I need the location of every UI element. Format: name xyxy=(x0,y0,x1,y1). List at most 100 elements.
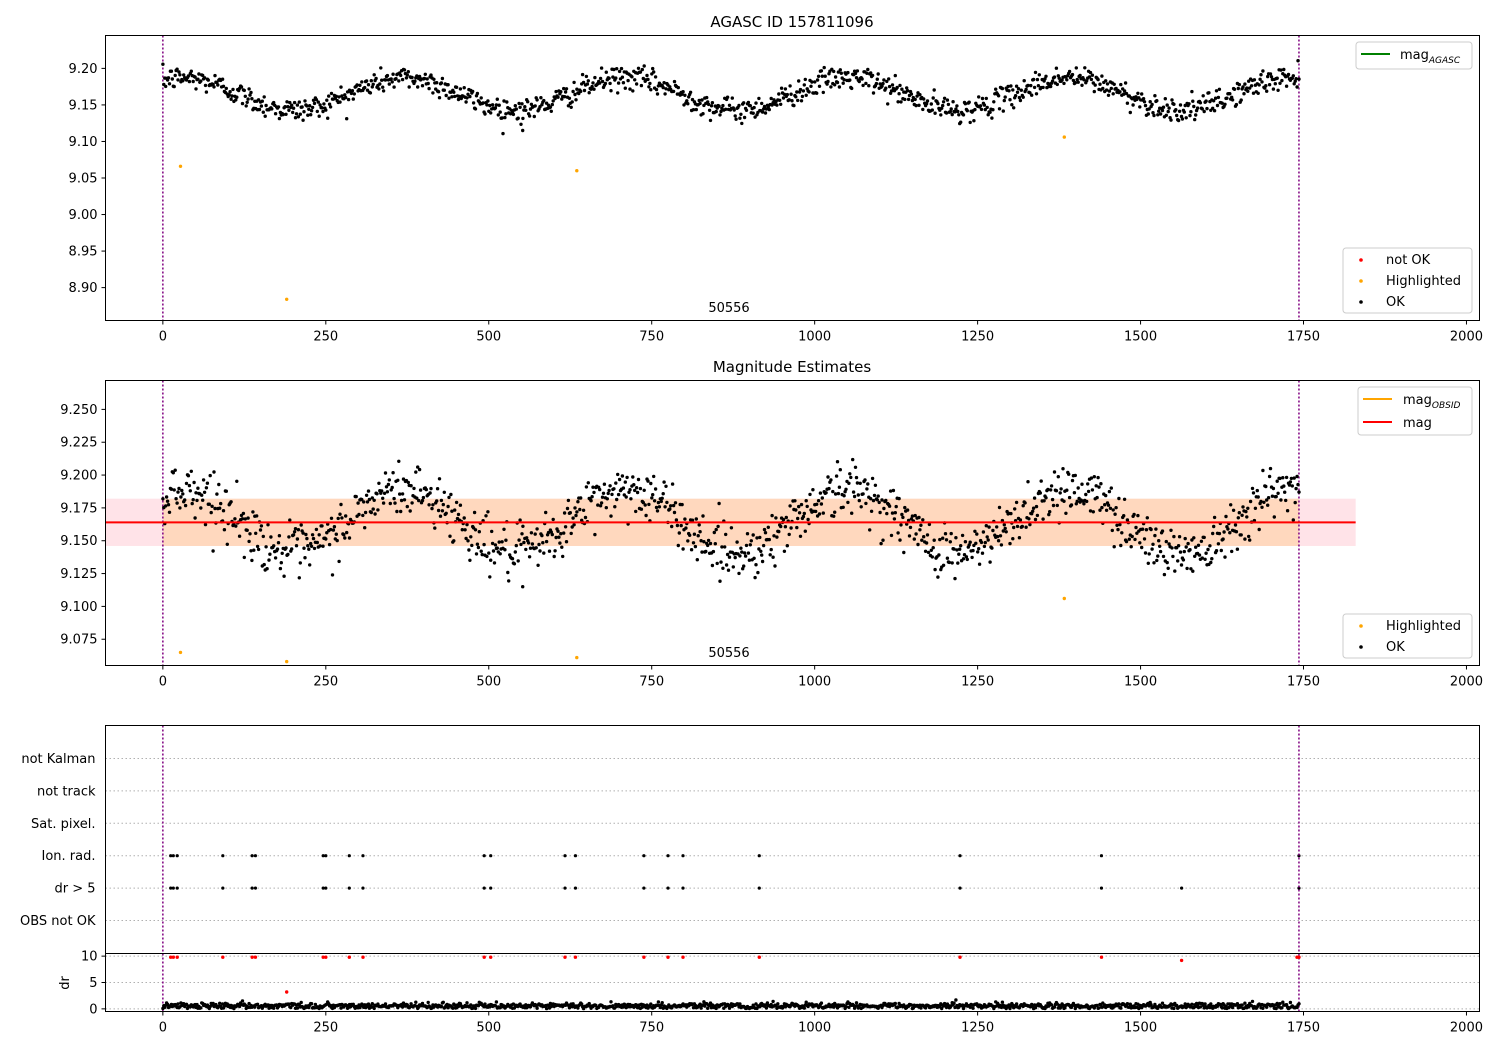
ok-point-785 xyxy=(905,86,909,90)
ok-point-951 xyxy=(1062,499,1066,503)
ok-point-322 xyxy=(466,539,470,543)
ok-point-922 xyxy=(1034,92,1039,96)
ok-point-1136 xyxy=(1237,511,1242,515)
ok-point-991 xyxy=(1100,74,1104,78)
ok-point-92 xyxy=(248,532,252,536)
ok-point-690 xyxy=(815,91,819,95)
ok-point-46 xyxy=(204,90,209,94)
ok-point-556 xyxy=(688,533,692,537)
dr-point-1139 xyxy=(1240,1003,1244,1007)
ok-point-413 xyxy=(552,554,556,559)
ok-point-127 xyxy=(281,112,285,117)
ok-point-1155 xyxy=(1255,488,1260,493)
ok-point-735 xyxy=(857,498,861,503)
dr-point-732 xyxy=(854,1001,859,1005)
ok-point-707 xyxy=(831,489,835,494)
ok-point-553 xyxy=(685,99,689,103)
ok-point-232 xyxy=(381,85,385,89)
ok-point-943 xyxy=(1054,489,1059,493)
ok-point-1177 xyxy=(1276,88,1280,93)
ok-point-349 xyxy=(491,549,496,553)
ok-point-1060 xyxy=(1165,103,1169,107)
ok-point-498 xyxy=(633,78,637,82)
ok-point-488 xyxy=(623,86,627,90)
dr-point-450 xyxy=(587,1001,591,1006)
ok-point-346 xyxy=(489,558,493,562)
ok-point-9 xyxy=(169,69,174,73)
dr-point-1142 xyxy=(1243,1001,1247,1005)
flag-point-4-1 xyxy=(171,886,175,890)
ok-point-471 xyxy=(607,76,611,81)
ok-point-478 xyxy=(614,76,618,80)
flag-point-3-3 xyxy=(221,854,225,858)
ok-point-984 xyxy=(1093,83,1097,87)
y-tick-label-3: 9.05 xyxy=(69,172,98,187)
ok-point-338 xyxy=(481,101,485,105)
dr-point-1030 xyxy=(1137,1006,1141,1011)
ok-point-517 xyxy=(651,493,655,497)
ok-point-217 xyxy=(366,489,371,493)
dr-point-986 xyxy=(1095,1003,1099,1008)
ok-point-591 xyxy=(721,566,725,570)
ok-point-441 xyxy=(579,496,583,500)
ok-point-206 xyxy=(356,501,360,505)
x-tick-label-3: 750 xyxy=(639,675,664,690)
ok-point-291 xyxy=(436,90,441,94)
ok-point-1049 xyxy=(1155,558,1159,563)
dr-point-133 xyxy=(287,1002,291,1006)
ok-point-32 xyxy=(191,79,195,84)
ok-point-621 xyxy=(749,539,753,543)
dr-point-308 xyxy=(453,1003,457,1007)
ok-point-1160 xyxy=(1260,505,1264,509)
ok-point-1182 xyxy=(1281,476,1285,480)
ok-point-822 xyxy=(940,106,944,111)
ok-point-502 xyxy=(636,477,641,482)
ok-point-713 xyxy=(836,491,841,496)
ok-point-661 xyxy=(787,98,791,102)
ok-point-1146 xyxy=(1247,534,1251,539)
ok-point-482 xyxy=(617,477,622,482)
ok-point-807 xyxy=(925,533,930,537)
ok-point-966 xyxy=(1076,80,1080,84)
ok-point-1018 xyxy=(1125,101,1130,105)
ok-point-998 xyxy=(1106,93,1111,98)
ok-point-718 xyxy=(841,505,845,509)
ok-point-362 xyxy=(504,112,508,116)
ok-point-17 xyxy=(177,486,181,491)
ok-point-53 xyxy=(211,549,215,553)
ok-point-640 xyxy=(767,107,771,112)
dr-not-ok-point-21 xyxy=(1179,958,1184,963)
ok-point-504 xyxy=(638,486,643,491)
ok-point-780 xyxy=(900,512,904,517)
dr-point-1161 xyxy=(1261,1006,1265,1010)
ok-point-876 xyxy=(991,528,995,533)
ok-point-557 xyxy=(688,90,693,95)
ok-point-909 xyxy=(1022,79,1026,83)
ok-point-1135 xyxy=(1236,86,1241,91)
ok-point-241 xyxy=(389,77,393,81)
ok-point-513 xyxy=(647,85,651,89)
ok-point-1010 xyxy=(1118,90,1122,94)
ok-point-852 xyxy=(968,120,972,125)
ok-point-1174 xyxy=(1273,82,1278,86)
ok-point-679 xyxy=(804,93,808,98)
ok-point-484 xyxy=(619,66,624,71)
ok-point-139 xyxy=(292,100,297,105)
ok-point-455 xyxy=(592,87,596,91)
panel-magnitude-x-axis: 0 250 500 750 1000 1250 1500 1750 2000 xyxy=(159,665,1483,690)
ok-point-323 xyxy=(467,548,471,552)
ok-point-760 xyxy=(881,81,885,86)
ok-point-755 xyxy=(876,494,880,498)
ok-point-94 xyxy=(250,558,254,563)
ok-point-764 xyxy=(885,79,889,84)
ok-point-815 xyxy=(933,567,937,572)
ok-point-681 xyxy=(806,517,810,522)
ok-point-582 xyxy=(712,530,716,535)
ok-point-855 xyxy=(971,548,975,553)
ok-point-434 xyxy=(572,523,576,527)
ok-point-608 xyxy=(737,571,741,576)
ok-point-1119 xyxy=(1221,537,1225,541)
ok-point-695 xyxy=(819,69,824,73)
ok-point-554 xyxy=(686,539,690,543)
ok-point-625 xyxy=(753,115,757,119)
